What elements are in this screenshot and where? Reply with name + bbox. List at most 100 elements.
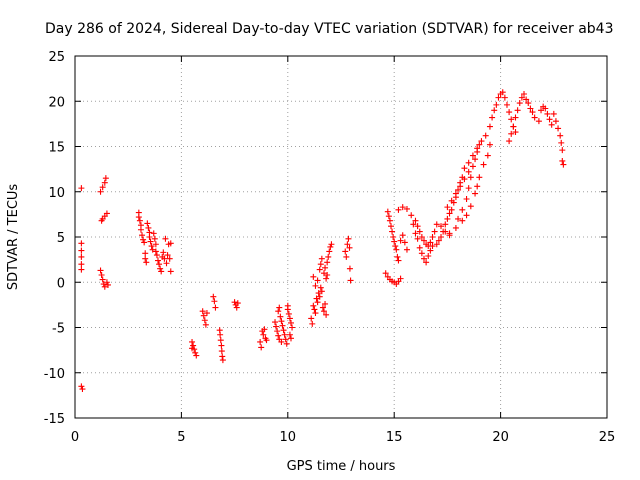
data-point — [261, 326, 268, 333]
data-point — [482, 132, 489, 139]
data-point — [465, 185, 472, 192]
data-point — [148, 243, 155, 250]
data-point — [472, 156, 479, 163]
data-point — [347, 277, 354, 284]
data-point — [425, 243, 432, 250]
data-point — [314, 299, 321, 306]
data-point — [346, 244, 353, 251]
data-point — [463, 212, 470, 219]
data-point — [167, 240, 174, 247]
data-point — [516, 100, 523, 107]
data-point — [258, 344, 265, 351]
data-point — [78, 240, 85, 247]
data-point — [499, 89, 506, 96]
data-point — [397, 275, 404, 282]
data-point — [423, 259, 430, 266]
data-point — [286, 331, 293, 338]
data-point — [508, 116, 515, 123]
data-point — [310, 302, 317, 309]
data-point — [389, 228, 396, 235]
data-point — [459, 217, 466, 224]
data-point — [320, 308, 327, 315]
data-point — [527, 105, 534, 112]
data-point — [257, 338, 264, 345]
data-point — [98, 217, 105, 224]
data-point — [465, 159, 472, 166]
data-point — [410, 221, 417, 228]
data-point — [189, 338, 196, 345]
data-point — [446, 230, 453, 237]
data-point — [312, 282, 319, 289]
data-point — [469, 163, 476, 170]
data-point — [101, 179, 108, 186]
chart-title: Day 286 of 2024, Sidereal Day-to-day VTE… — [45, 21, 614, 37]
data-point — [161, 255, 168, 262]
data-point — [480, 161, 487, 168]
data-point — [102, 175, 109, 182]
data-point — [444, 204, 451, 211]
data-point — [538, 107, 545, 114]
data-point — [103, 210, 110, 217]
x-tick-label: 5 — [177, 430, 185, 445]
x-tick-label: 15 — [386, 430, 403, 445]
data-point — [287, 319, 294, 326]
data-point — [218, 348, 225, 355]
data-point — [151, 235, 158, 242]
data-point — [318, 288, 325, 295]
data-point — [201, 317, 208, 324]
x-axis-title: GPS time / hours — [287, 459, 396, 474]
data-point — [142, 255, 149, 262]
data-point — [156, 261, 163, 268]
data-point — [231, 299, 238, 306]
data-point — [286, 315, 293, 322]
data-point — [203, 310, 210, 317]
data-point — [327, 243, 334, 250]
data-point — [219, 357, 226, 364]
data-point — [489, 114, 496, 121]
data-point — [461, 165, 468, 172]
data-point — [478, 138, 485, 145]
data-point — [142, 250, 149, 257]
data-point — [345, 235, 352, 242]
data-point — [442, 221, 449, 228]
data-point — [260, 331, 267, 338]
data-point — [78, 247, 85, 254]
data-point — [150, 230, 157, 237]
data-point — [320, 270, 327, 277]
data-point — [384, 208, 391, 215]
data-point — [218, 342, 225, 349]
data-point — [233, 304, 240, 311]
data-point — [467, 174, 474, 181]
data-point — [316, 266, 323, 273]
data-point — [469, 152, 476, 159]
data-point — [486, 141, 493, 148]
data-point — [395, 257, 402, 264]
data-point — [559, 147, 566, 154]
data-point — [164, 252, 171, 259]
data-point — [158, 268, 165, 275]
data-point — [145, 224, 152, 231]
y-tick-label: -5 — [52, 322, 65, 337]
data-point — [199, 308, 206, 315]
data-point — [328, 241, 335, 248]
data-point — [427, 247, 434, 254]
data-point — [284, 302, 291, 309]
data-point — [452, 190, 459, 197]
data-point — [153, 252, 160, 259]
data-point — [99, 276, 106, 283]
data-point — [308, 315, 315, 322]
data-point — [529, 109, 536, 116]
data-point — [274, 328, 281, 335]
data-point — [476, 174, 483, 181]
data-point — [79, 386, 86, 393]
data-point — [99, 184, 106, 191]
data-point — [282, 336, 289, 343]
data-point — [143, 259, 150, 266]
data-point — [399, 204, 406, 211]
data-point — [438, 234, 445, 240]
data-point — [152, 241, 159, 248]
data-point — [484, 152, 491, 159]
axis-ticks: 0 5 10 15 20 25 -15 -10 -5 0 5 10 15 20 25 — [44, 50, 616, 445]
y-tick-label: 20 — [48, 95, 65, 110]
data-point — [278, 318, 285, 325]
